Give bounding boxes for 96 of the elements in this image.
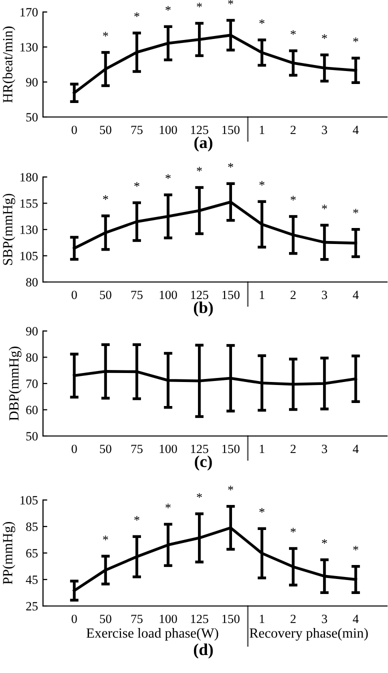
annotation: * — [166, 6, 171, 11]
x-tick-label: 0 — [72, 444, 77, 454]
x-tick-label: 50 — [100, 290, 112, 300]
x-tick-label: 100 — [160, 614, 177, 624]
annotation: * — [134, 12, 140, 18]
annotation: * — [103, 32, 108, 36]
x-tick-label: 75 — [131, 614, 143, 624]
text: (d) — [194, 643, 213, 659]
x-tick-label: 2 — [290, 614, 296, 624]
x-tick-label: 1 — [260, 444, 264, 454]
annotation: * — [134, 516, 140, 521]
annotation: * — [228, 163, 234, 168]
x-tick-label: 4 — [352, 290, 359, 300]
x-tick-label: 125 — [191, 444, 208, 454]
annotation: * — [196, 493, 202, 498]
y-axis-title: PP(mmHg) — [2, 522, 16, 584]
x-tick-label: 50 — [100, 444, 112, 454]
x-tick-label: 2 — [290, 290, 296, 300]
x-tick-label: 2 — [290, 126, 296, 134]
annotation: * — [353, 38, 358, 42]
y-tick-label: 130 — [20, 43, 38, 52]
y-axis-title: HR(beat/min) — [2, 26, 16, 103]
x-tick-label: 125 — [191, 290, 208, 300]
x-tick-label: 2 — [290, 444, 296, 454]
y-axis-title: SBP(mmHg) — [2, 194, 16, 265]
y-tick-label: 70 — [26, 380, 38, 388]
text: Recovery phase(min) — [250, 628, 368, 641]
annotation: * — [259, 508, 264, 513]
annotation: * — [166, 174, 171, 179]
annotation: * — [228, 486, 234, 490]
y-tick-label: 180 — [20, 173, 38, 182]
x-tick-label: 1 — [260, 126, 264, 134]
y-tick-label: 105 — [20, 496, 38, 504]
annotation: * — [103, 195, 108, 200]
x-tick-label: 150 — [222, 290, 240, 300]
annotation: * — [290, 30, 296, 35]
y-tick-label: 85 — [26, 522, 38, 531]
x-tick-label: 100 — [160, 444, 177, 454]
y-tick-label: 80 — [26, 278, 38, 286]
annotation: * — [196, 2, 202, 8]
annotation: * — [290, 528, 296, 533]
x-tick-label: 100 — [160, 290, 177, 300]
annotation: * — [322, 34, 327, 39]
y-tick-label: 170 — [20, 8, 38, 16]
x-tick-label: 75 — [131, 126, 143, 134]
x-tick-label: 150 — [222, 444, 240, 454]
x-tick-label: 0 — [72, 126, 77, 134]
x-tick-label: 50 — [100, 614, 112, 624]
x-tick-label: 0 — [72, 290, 77, 300]
y-tick-label: 155 — [20, 199, 38, 208]
x-tick-label: 150 — [222, 614, 240, 624]
x-tick-label: 3 — [322, 290, 328, 300]
x-tick-label: 4 — [352, 614, 359, 624]
text: (c) — [194, 455, 212, 471]
y-tick-label: 130 — [20, 226, 38, 234]
x-tick-label: 100 — [160, 126, 177, 134]
x-tick-label: 125 — [191, 126, 208, 134]
annotation: * — [322, 539, 327, 544]
y-tick-label: 50 — [26, 113, 38, 122]
y-tick-label: 60 — [26, 406, 38, 414]
annotation: * — [353, 546, 358, 550]
annotation: * — [322, 204, 327, 210]
y-tick-label: 45 — [26, 576, 38, 584]
x-tick-label: 1 — [260, 614, 264, 624]
x-tick-label: 75 — [131, 444, 143, 454]
annotation: * — [259, 181, 264, 186]
annotation: * — [196, 166, 202, 172]
annotation: * — [290, 196, 296, 200]
x-tick-label: 3 — [322, 614, 328, 624]
annotation: * — [166, 504, 171, 508]
y-tick-label: 50 — [26, 432, 38, 440]
y-axis-title: DBP(mmHg) — [8, 346, 22, 421]
x-tick-label: 1 — [260, 290, 264, 300]
annotation: * — [134, 182, 140, 187]
annotation: * — [103, 536, 108, 540]
x-tick-label: 150 — [222, 126, 240, 134]
y-tick-label: 90 — [26, 327, 38, 336]
text: (b) — [194, 301, 213, 317]
annotation: * — [259, 19, 264, 24]
annotation: * — [353, 208, 358, 214]
text: Exercise load phase(W) — [86, 628, 218, 641]
y-tick-label: 105 — [20, 252, 38, 260]
x-tick-label: 3 — [322, 444, 328, 454]
x-tick-label: 3 — [322, 126, 328, 134]
x-tick-label: 4 — [352, 126, 359, 134]
x-tick-label: 4 — [352, 444, 359, 454]
x-tick-label: 0 — [72, 614, 77, 624]
x-tick-label: 50 — [100, 126, 112, 134]
y-tick-label: 65 — [26, 549, 38, 558]
x-tick-label: 75 — [131, 290, 143, 300]
annotation: * — [228, 0, 234, 4]
text: (a) — [194, 136, 212, 152]
y-tick-label: 90 — [26, 78, 38, 86]
y-tick-label: 25 — [26, 602, 38, 610]
x-tick-label: 125 — [191, 614, 208, 624]
y-tick-label: 80 — [26, 353, 38, 362]
